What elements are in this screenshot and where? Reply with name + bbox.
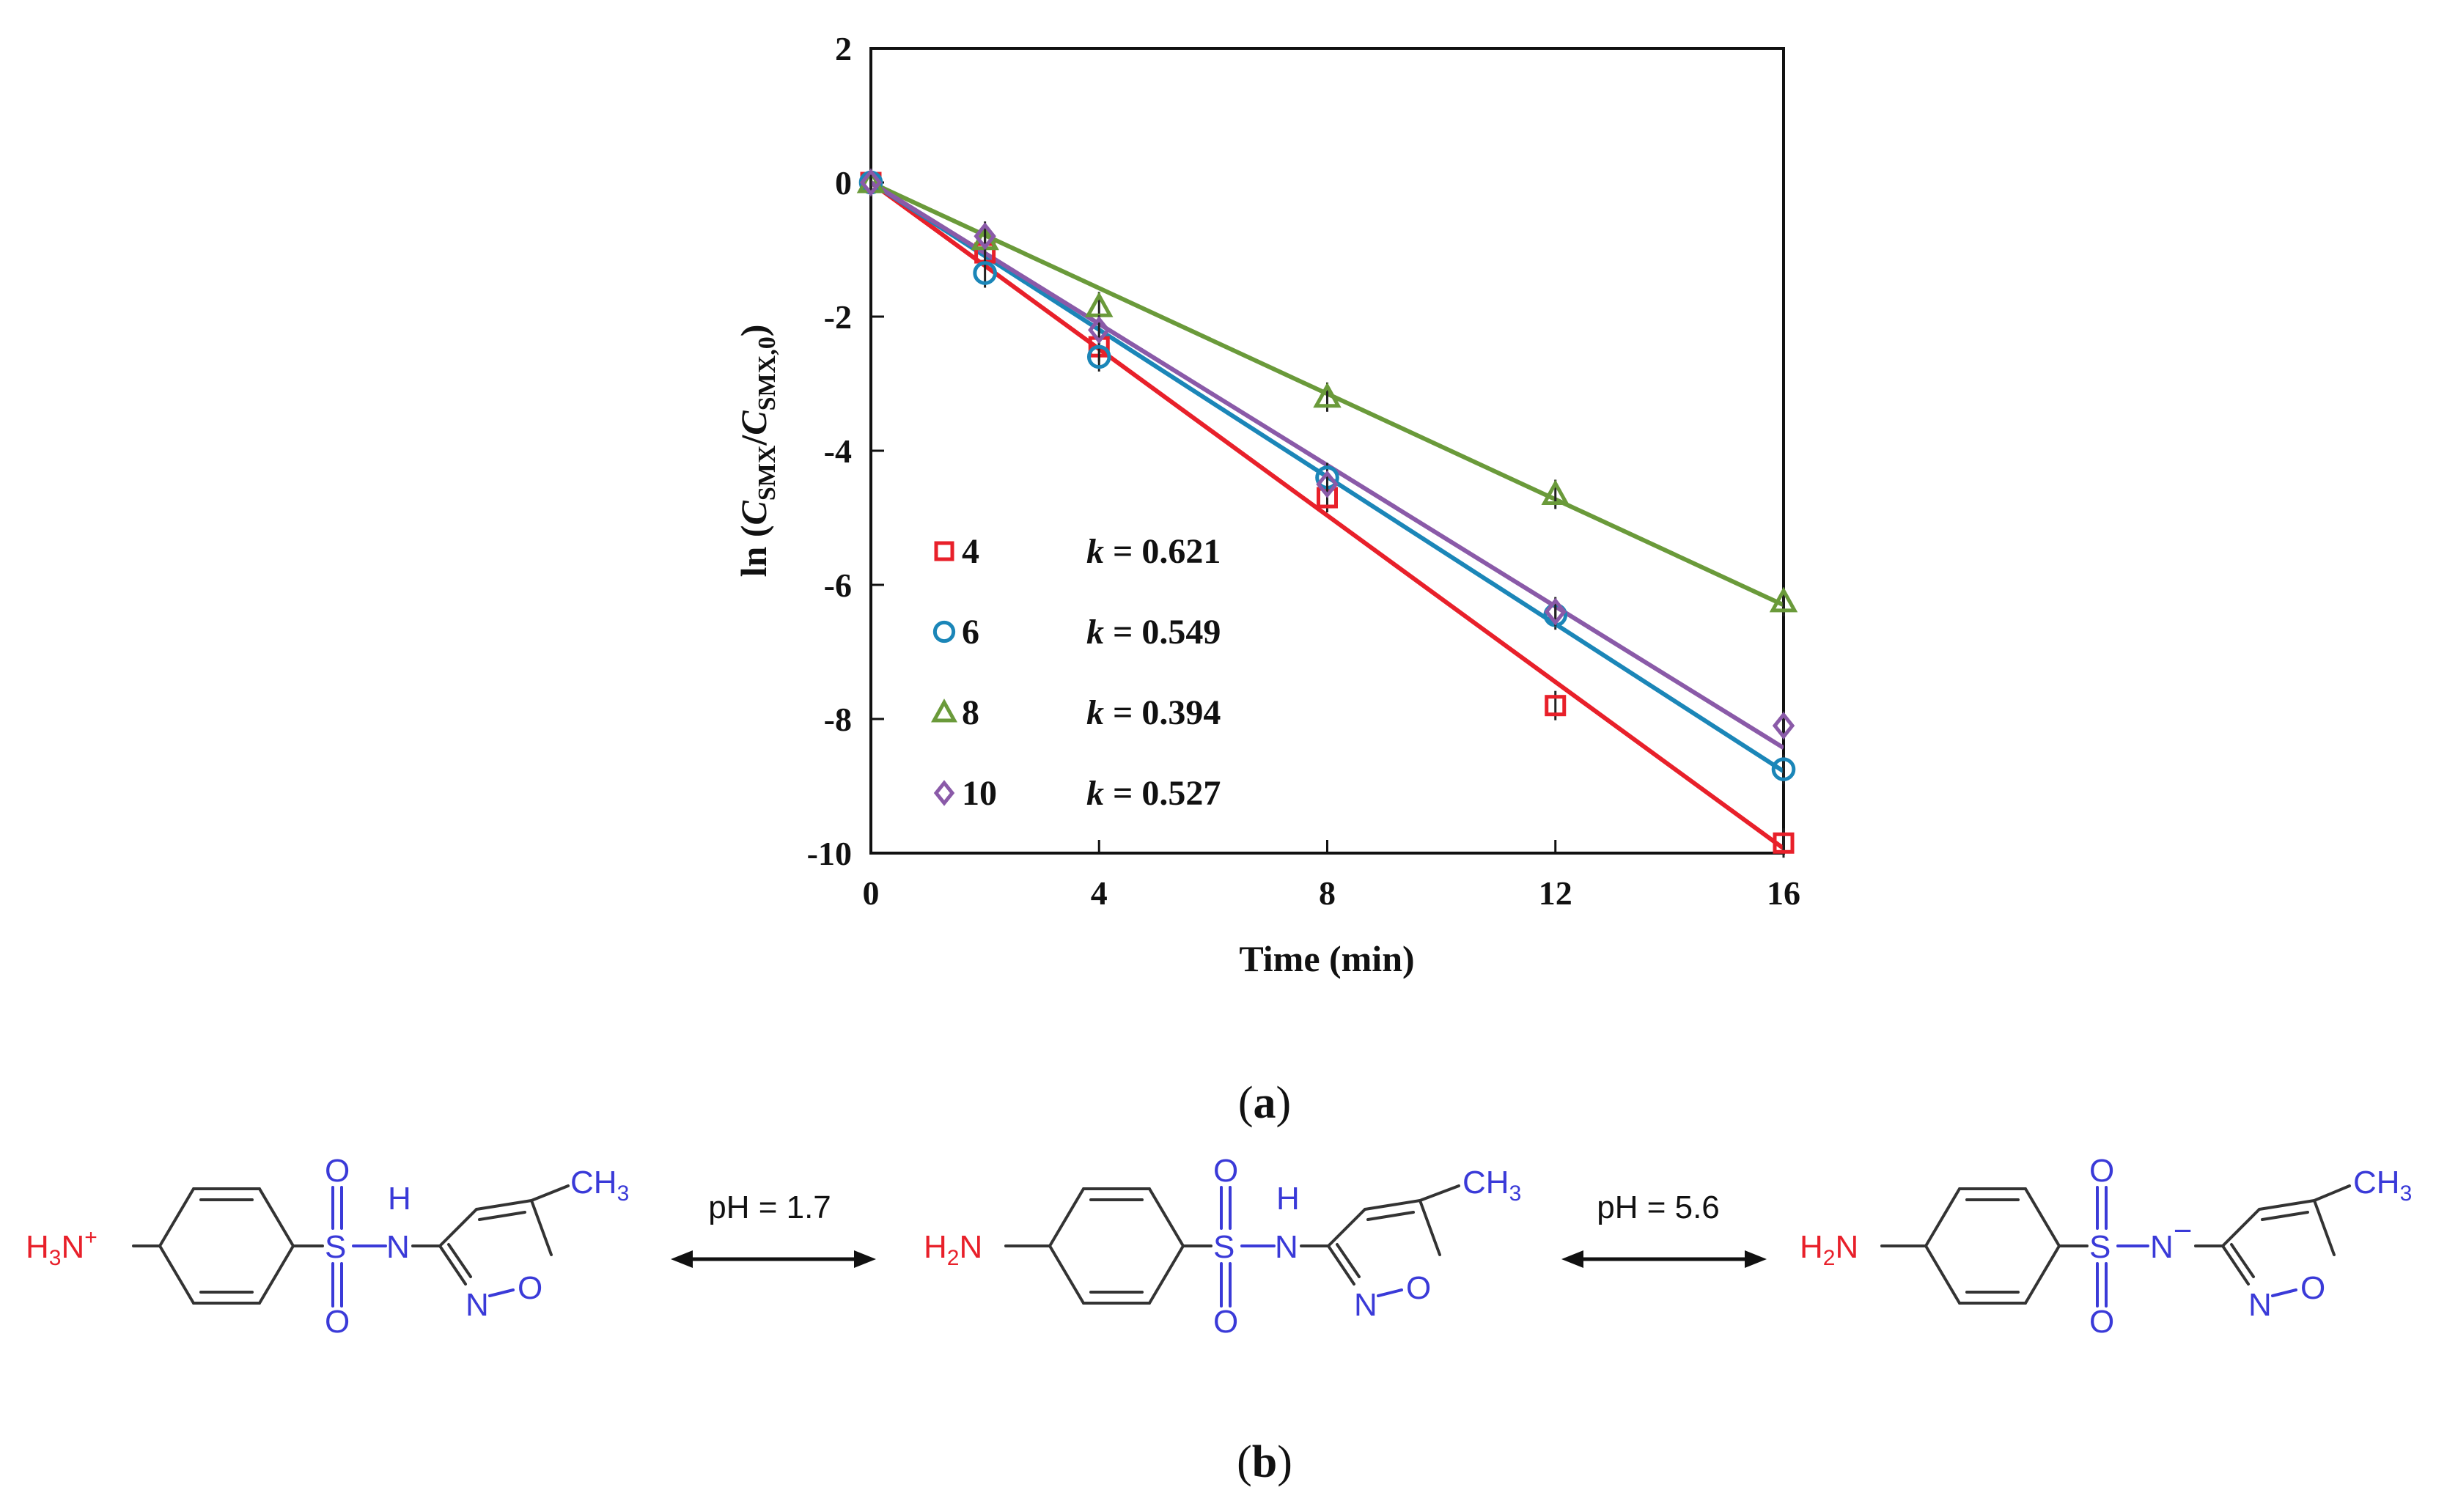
data-point-10 bbox=[1544, 597, 1567, 626]
legend-label: 6 bbox=[962, 613, 979, 652]
amine-group: H2N bbox=[1800, 1229, 1858, 1270]
data-point-6 bbox=[1086, 344, 1111, 369]
y-tick-label: -8 bbox=[824, 701, 852, 738]
oxygen-top: O bbox=[1213, 1153, 1238, 1189]
caption-b: (b) bbox=[1237, 1437, 1292, 1487]
molecule-neutral: H2N S O O H N bbox=[924, 1153, 1521, 1340]
isoxazole-ring bbox=[1327, 1199, 1441, 1297]
y-tick-label: -6 bbox=[824, 567, 852, 604]
y-tick-label: -10 bbox=[807, 835, 852, 872]
oxygen-top: O bbox=[2089, 1153, 2114, 1189]
equilibrium-arrow-2: pH = 5.6 bbox=[1561, 1190, 1767, 1268]
legend-k-value: k = 0.527 bbox=[1086, 774, 1221, 813]
data-point-8 bbox=[1313, 382, 1342, 408]
y-label-c1: C bbox=[733, 501, 774, 525]
data-point-10 bbox=[1772, 712, 1795, 740]
n-minus: N− bbox=[2150, 1213, 2192, 1265]
nh-hydrogen: H bbox=[388, 1181, 411, 1217]
x-tick-label: 4 bbox=[1091, 874, 1108, 912]
speciation-scheme: H3N+ S O O H N bbox=[26, 1153, 2412, 1340]
molecule-anion: H2N S O O N− bbox=[1800, 1153, 2412, 1340]
legend-marker-10 bbox=[933, 780, 955, 806]
methyl-group: CH3 bbox=[2353, 1165, 2412, 1206]
data-point-8 bbox=[1541, 479, 1570, 505]
y-label-sub2: SMX,0 bbox=[754, 336, 781, 410]
y-axis-ticks: 2 0 -2 -4 -6 -8 -10 bbox=[807, 30, 884, 872]
arrow2-label: pH = 5.6 bbox=[1597, 1190, 1720, 1225]
ring-nitrogen: N bbox=[466, 1287, 489, 1323]
legend-label: 10 bbox=[962, 774, 997, 813]
plot-frame bbox=[869, 47, 1785, 855]
equilibrium-arrow-1: pH = 1.7 bbox=[671, 1190, 876, 1268]
x-tick-label: 16 bbox=[1767, 874, 1800, 912]
data-points bbox=[856, 167, 1798, 858]
y-tick-label: 0 bbox=[835, 164, 852, 202]
x-axis-label: Time (min) bbox=[1239, 938, 1414, 979]
y-tick-label: -2 bbox=[824, 298, 852, 336]
data-point-4 bbox=[1545, 695, 1567, 717]
y-label-c2: C bbox=[733, 410, 774, 435]
y-label-open: ln ( bbox=[733, 525, 774, 578]
y-label-close: ) bbox=[733, 325, 774, 337]
y-tick-label: 2 bbox=[835, 30, 852, 67]
isoxazole-ring bbox=[438, 1199, 553, 1297]
methyl-group: CH3 bbox=[1462, 1165, 1521, 1206]
x-tick-label: 12 bbox=[1539, 874, 1572, 912]
nh-nitrogen: N bbox=[386, 1229, 410, 1265]
legend: 4 k = 0.621 6 k = 0.549 8 k = 0.394 10 k = 0.52… bbox=[931, 532, 1221, 813]
ring-nitrogen: N bbox=[2248, 1287, 2272, 1323]
data-point-8 bbox=[1769, 586, 1798, 613]
fit-line-4 bbox=[871, 180, 1784, 851]
nh-nitrogen: N bbox=[1275, 1229, 1298, 1265]
sulfur-atom: S bbox=[325, 1229, 346, 1265]
molecule-cation: H3N+ S O O H N bbox=[26, 1153, 629, 1340]
ring-oxygen: O bbox=[518, 1270, 542, 1306]
amine-group: H3N+ bbox=[26, 1225, 97, 1270]
sulfur-atom: S bbox=[2089, 1229, 2111, 1265]
arrow1-label: pH = 1.7 bbox=[708, 1190, 831, 1225]
y-tick-label: -4 bbox=[824, 432, 852, 470]
fit-lines bbox=[871, 180, 1784, 851]
legend-label: 8 bbox=[962, 693, 979, 732]
caption-a: (a) bbox=[1238, 1078, 1291, 1128]
oxygen-bottom: O bbox=[1213, 1304, 1238, 1340]
x-tick-label: 8 bbox=[1319, 874, 1336, 912]
data-point-10 bbox=[1088, 316, 1111, 344]
ring-nitrogen: N bbox=[1354, 1287, 1377, 1323]
benzene-ring bbox=[1924, 1187, 2061, 1305]
data-point-6 bbox=[1771, 757, 1796, 781]
data-point-10 bbox=[859, 168, 883, 197]
legend-marker-6 bbox=[932, 620, 956, 643]
legend-marker-8 bbox=[931, 698, 957, 723]
legend-k-value: k = 0.394 bbox=[1086, 693, 1221, 732]
x-tick-label: 0 bbox=[863, 874, 880, 912]
ring-oxygen: O bbox=[1406, 1270, 1431, 1306]
data-point-10 bbox=[1316, 470, 1339, 498]
legend-k-value: k = 0.549 bbox=[1086, 613, 1221, 652]
benzene-ring bbox=[158, 1187, 295, 1305]
data-point-10 bbox=[974, 222, 996, 251]
data-point-4 bbox=[1773, 832, 1795, 854]
data-point-6 bbox=[973, 261, 997, 285]
ring-oxygen: O bbox=[2300, 1270, 2325, 1306]
y-axis-label: ln (CSMX/CSMX,0) bbox=[733, 325, 781, 578]
y-label-sub1: SMX bbox=[754, 445, 781, 501]
y-label-slash: / bbox=[733, 435, 774, 446]
oxygen-bottom: O bbox=[2089, 1304, 2114, 1340]
methyl-group: CH3 bbox=[570, 1165, 629, 1206]
amine-group: H2N bbox=[924, 1229, 982, 1270]
legend-label: 4 bbox=[962, 532, 979, 571]
x-axis-ticks: 0 4 8 12 16 bbox=[863, 840, 1800, 912]
oxygen-bottom: O bbox=[325, 1304, 350, 1340]
nh-hydrogen: H bbox=[1276, 1181, 1300, 1217]
isoxazole-ring bbox=[2221, 1199, 2336, 1297]
legend-marker-4 bbox=[934, 541, 954, 561]
sulfur-atom: S bbox=[1213, 1229, 1234, 1265]
oxygen-top: O bbox=[325, 1153, 350, 1189]
benzene-ring bbox=[1048, 1187, 1185, 1305]
chart-panel-a: 2 0 -2 -4 -6 -8 -10 0 4 8 12 16 4 k = 0.621 6 k = 0.5… bbox=[733, 30, 1800, 979]
data-point-8 bbox=[1085, 292, 1114, 317]
legend-k-value: k = 0.621 bbox=[1086, 532, 1221, 571]
